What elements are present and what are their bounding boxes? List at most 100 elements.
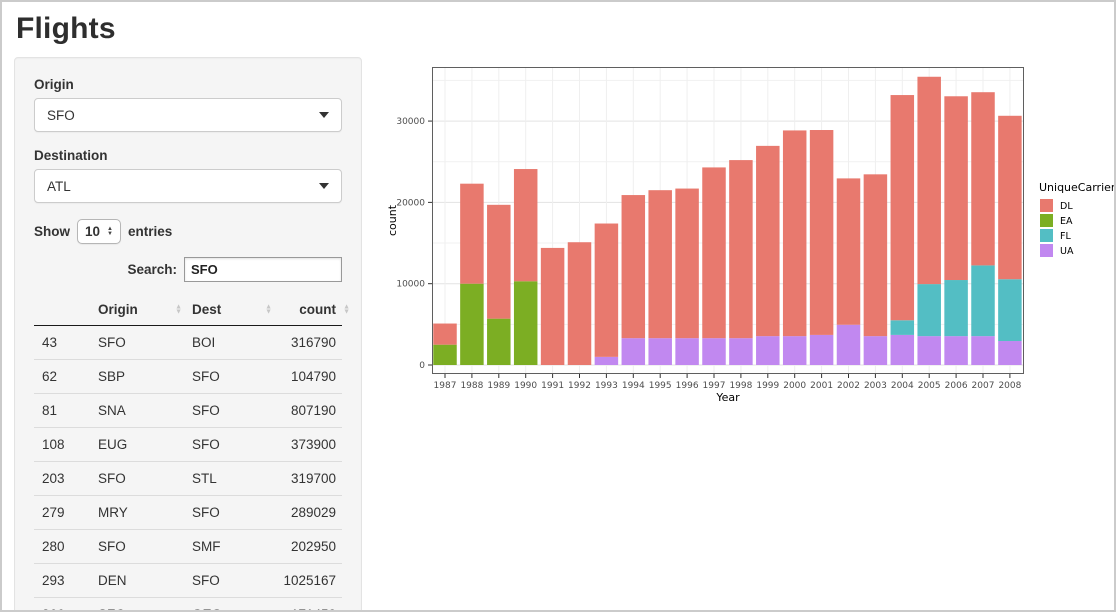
table-cell: 366 [34,597,90,610]
table-row[interactable]: 366SFOGEG171450 [34,597,342,610]
table-row[interactable]: 43 SFO BOI 316790 [34,325,342,360]
svg-text:2007: 2007 [972,381,995,391]
legend-swatch-FL [1040,229,1053,242]
bar-segment-UA-1994 [621,338,646,365]
chevron-down-icon [319,183,329,189]
bar-segment-DL-2002 [836,178,861,325]
table-cell: 289029 [274,495,342,530]
svg-text:1995: 1995 [649,381,672,391]
table-row[interactable]: 108 EUG SFO 373900 [34,427,342,462]
bar-segment-UA-1993 [594,356,619,365]
legend-label-EA: EA [1060,216,1073,227]
svg-text:2000: 2000 [783,381,806,391]
flights-bar-chart: 0 10000 20000 30000 1987 1988 1989 1990 1991 1992… [386,67,1116,404]
table-cell: 1025167 [274,563,342,598]
sidebar-panel: Origin SFO Destination ATL Show 10 ▲ ▼ en… [14,57,362,610]
bar-segment-UA-2006 [944,336,968,365]
table-cell: SFO [184,563,274,598]
bar-segment-DL-1997 [702,167,726,339]
table-row[interactable]: 81 SNA SFO 807190 [34,393,342,428]
svg-text:2008: 2008 [998,381,1021,391]
bar-segment-DL-2000 [782,130,807,337]
table-row[interactable]: 279 MRY SFO 289029 [34,495,342,530]
bar-segment-DL-1998 [729,160,753,339]
svg-text:1994: 1994 [622,381,645,391]
legend-swatch-DL [1040,199,1053,212]
bar-segment-DL-1991 [540,247,565,365]
table-cell: SNA [90,393,184,428]
table-row[interactable]: 293 DEN SFO 1025167 [34,563,342,598]
bar-segment-EA-1988 [460,283,484,365]
table-cell: 62 [34,359,90,394]
destination-select[interactable]: ATL [34,169,342,203]
bar-segment-FL-2008 [998,279,1022,342]
bar-segment-DL-2001 [809,130,834,335]
entries-select[interactable]: 10 ▲ ▼ [77,219,121,244]
flights-table-header: Origin ▲ ▼ Dest ▲ ▼ count ▲ ▼ [34,294,350,326]
search-label: Search: [127,262,177,277]
svg-text:1996: 1996 [676,381,699,391]
table-cell: 81 [34,393,90,428]
bar-segment-DL-2005 [917,76,941,285]
column-header-Origin[interactable]: Origin ▲ ▼ [90,294,184,326]
bar-segment-UA-1997 [702,338,726,365]
search-input[interactable] [184,257,342,282]
column-header-rownames [34,294,90,326]
table-cell: 373900 [274,427,342,462]
table-cell: BOI [184,325,274,360]
bar-segment-UA-2001 [809,334,834,365]
origin-select[interactable]: SFO [34,98,342,132]
table-cell: MRY [90,495,184,530]
svg-text:1992: 1992 [568,381,591,391]
sort-arrows-icon: ▲ ▼ [265,303,272,316]
bar-segment-DL-2004 [890,95,915,321]
legend-title: UniqueCarrier [1039,181,1116,194]
bar-segment-UA-2003 [863,336,888,365]
table-row[interactable]: 203 SFO STL 319700 [34,461,342,496]
flights-plot-container: 0 10000 20000 30000 1987 1988 1989 1990 1991 1992… [382,57,1116,409]
table-cell: SFO [90,597,184,610]
table-cell: DEN [90,563,184,598]
svg-text:1987: 1987 [434,381,457,391]
table-cell: EUG [90,427,184,462]
svg-text:1997: 1997 [703,381,726,391]
entries-select-value: 10 [85,224,101,239]
table-cell: SFO [90,461,184,496]
table-cell: SMF [184,529,274,564]
table-cell: SFO [90,529,184,564]
bar-segment-DL-2007 [971,92,995,266]
table-row[interactable]: 62 SBP SFO 104790 [34,359,342,394]
svg-text:1989: 1989 [487,381,510,391]
bar-segment-UA-1999 [756,336,780,365]
column-header-Dest[interactable]: Dest ▲ ▼ [184,294,274,326]
svg-text:2006: 2006 [945,381,968,391]
column-header-count[interactable]: count ▲ ▼ [274,294,350,326]
table-cell: 43 [34,325,90,360]
table-cell: 202950 [274,529,342,564]
table-cell: SFO [184,427,274,462]
svg-text:2002: 2002 [837,381,860,391]
svg-text:1991: 1991 [541,381,564,391]
sort-arrows-icon: ▲ ▼ [175,303,182,316]
destination-label: Destination [34,148,108,163]
bar-segment-UA-1995 [648,338,672,365]
table-cell: 104790 [274,359,342,394]
bar-segment-DL-1995 [648,190,672,339]
bar-segment-DL-1990 [513,169,538,282]
bar-segment-UA-2007 [971,336,995,365]
flights-table: Origin ▲ ▼ Dest ▲ ▼ count ▲ ▼ 43 SFO BOI 316790 62 SB… [34,294,350,610]
bar-segment-FL-2007 [971,265,995,337]
table-cell: SFO [90,325,184,360]
legend-label-DL: DL [1060,201,1073,212]
table-cell: SFO [184,495,274,530]
bar-segment-DL-2003 [863,174,888,337]
table-row[interactable]: 280 SFO SMF 202950 [34,529,342,564]
svg-text:1999: 1999 [756,381,779,391]
bar-segment-DL-1987 [433,323,457,345]
bar-segment-UA-2000 [782,336,807,365]
bar-segment-EA-1990 [513,281,538,365]
table-cell: 807190 [274,393,342,428]
svg-text:1988: 1988 [460,381,483,391]
legend-swatch-UA [1040,244,1053,257]
svg-text:0: 0 [419,361,425,371]
